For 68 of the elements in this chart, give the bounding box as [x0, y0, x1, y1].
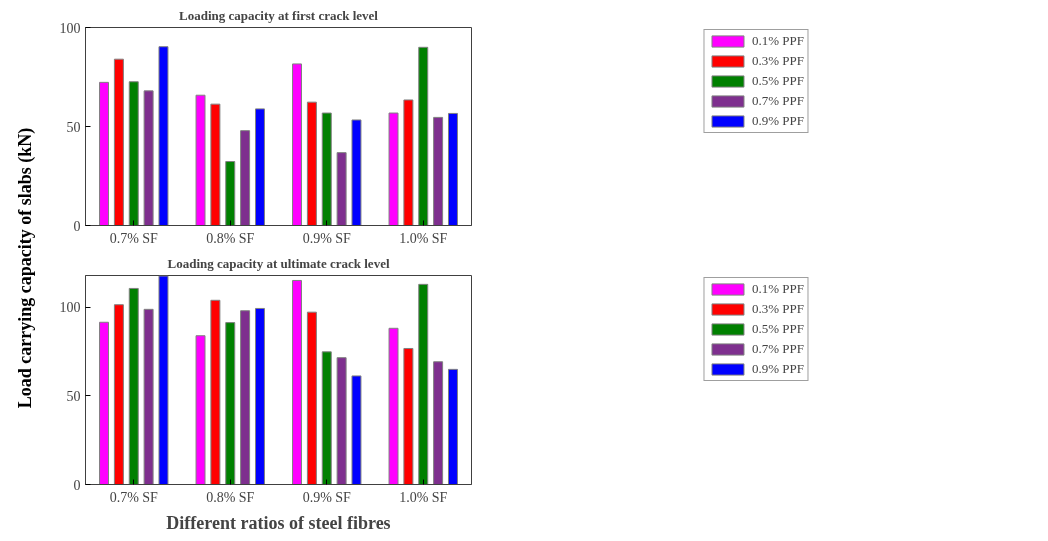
- bar: [321, 351, 332, 485]
- bar: [403, 99, 414, 226]
- bar: [99, 321, 110, 485]
- x-tick-label: 1.0% SF: [399, 230, 448, 246]
- y-tick-label: 0: [73, 477, 81, 493]
- x-tick-label: 1.0% SF: [399, 489, 448, 505]
- bar: [128, 81, 139, 226]
- bar: [447, 368, 458, 485]
- legend-label: 0.3% PPF: [751, 53, 805, 69]
- x-tick-label: 0.8% SF: [206, 230, 255, 246]
- bar: [143, 90, 154, 226]
- x-tick-label: 0.7% SF: [109, 489, 159, 505]
- bar: [210, 103, 221, 226]
- legend-label: 0.7% PPF: [751, 341, 805, 357]
- bar: [195, 335, 206, 485]
- chart-title: Loading capacity at ultimate crack level: [167, 255, 390, 271]
- bar: [128, 287, 139, 485]
- bar: [306, 311, 317, 485]
- legend-label: 0.5% PPF: [751, 321, 805, 337]
- bar: [225, 161, 236, 226]
- bar: [292, 63, 303, 226]
- bar: [351, 119, 362, 226]
- legend-label: 0.7% PPF: [751, 93, 805, 109]
- bar: [418, 46, 429, 226]
- y-tick-label: 50: [66, 388, 81, 404]
- x-tick-label: 0.9% SF: [302, 489, 352, 505]
- bar: [254, 108, 265, 226]
- legend-label: 0.9% PPF: [751, 113, 805, 129]
- bar: [336, 357, 347, 485]
- bar: [158, 275, 169, 485]
- legend-label: 0.1% PPF: [751, 33, 805, 49]
- bar: [195, 94, 206, 226]
- y-tick-label: 100: [59, 20, 81, 36]
- bar: [433, 361, 444, 485]
- bar: [433, 116, 444, 226]
- bar: [447, 112, 458, 226]
- bar: [254, 307, 265, 485]
- x-tick-label: 0.8% SF: [206, 489, 255, 505]
- bar: [240, 310, 251, 485]
- legend-label: 0.5% PPF: [751, 73, 805, 89]
- bar: [240, 130, 251, 226]
- x-tick-label: 0.7% SF: [109, 230, 159, 246]
- bar: [292, 279, 303, 485]
- bar: [388, 327, 399, 485]
- bar: [113, 58, 124, 226]
- bar: [158, 46, 169, 226]
- legend-label: 0.1% PPF: [751, 281, 805, 297]
- bar: [143, 308, 154, 485]
- bar: [306, 101, 317, 226]
- bar: [403, 347, 414, 485]
- bar: [336, 152, 347, 226]
- legend-label: 0.9% PPF: [751, 361, 805, 377]
- bar: [418, 283, 429, 485]
- y-axis-title: Load carrying capacity of slabs (kN): [14, 127, 36, 409]
- bar: [113, 304, 124, 485]
- y-tick-label: 100: [59, 300, 81, 316]
- chart-title: Loading capacity at first crack level: [179, 7, 379, 23]
- legend-label: 0.3% PPF: [751, 301, 805, 317]
- y-tick-label: 50: [66, 119, 81, 135]
- y-tick-label: 0: [73, 218, 81, 234]
- bar: [351, 375, 362, 485]
- bar: [321, 112, 332, 226]
- bar: [388, 112, 399, 226]
- bar: [225, 322, 236, 485]
- x-axis-title: Different ratios of steel fibres: [166, 512, 391, 533]
- x-tick-label: 0.9% SF: [302, 230, 352, 246]
- bar: [210, 299, 221, 485]
- bar: [99, 81, 110, 226]
